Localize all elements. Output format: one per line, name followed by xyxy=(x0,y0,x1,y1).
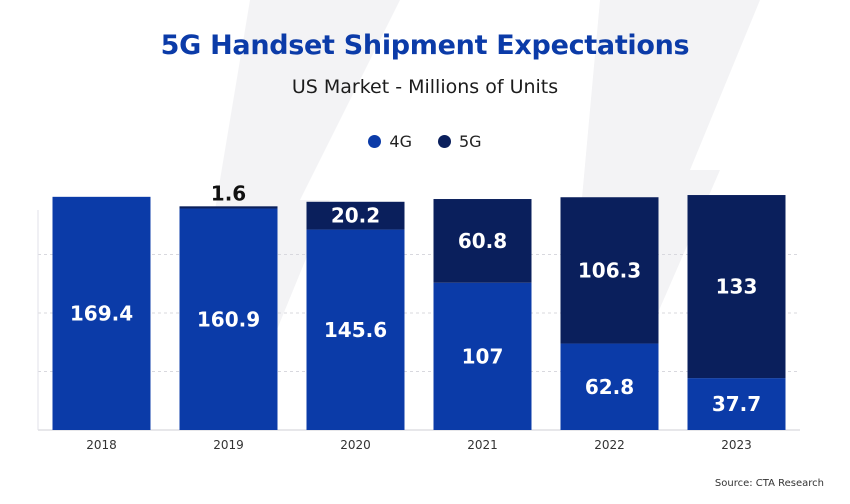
x-tick-label-2020: 2020 xyxy=(340,438,371,452)
source-note: Source: CTA Research xyxy=(714,478,824,489)
x-tick-label-2019: 2019 xyxy=(213,438,244,452)
legend-label-4g: 4G xyxy=(389,132,412,151)
x-tick-label-2018: 2018 xyxy=(86,438,117,452)
bar-5g-2023 xyxy=(687,195,786,379)
data-label-4g-2018: 169.4 xyxy=(70,301,133,325)
data-label-5g-2022: 106.3 xyxy=(578,258,641,282)
data-label-4g-2022: 62.8 xyxy=(585,375,634,399)
bar-5g-2022 xyxy=(560,197,659,344)
legend-item-5g: 5G xyxy=(438,132,482,151)
data-label-5g-2019: 1.6 xyxy=(211,181,246,205)
legend: 4G 5G xyxy=(0,132,850,151)
legend-swatch-5g xyxy=(438,135,451,148)
data-label-4g-2019: 160.9 xyxy=(197,307,260,331)
chart-subtitle: US Market - Millions of Units xyxy=(291,76,559,98)
data-label-5g-2020: 20.2 xyxy=(331,204,380,228)
data-label-5g-2023: 133 xyxy=(716,275,758,299)
legend-swatch-4g xyxy=(368,135,382,148)
bar-5g-2020 xyxy=(306,201,405,230)
data-label-4g-2020: 145.6 xyxy=(324,318,387,342)
bar-5g-2021 xyxy=(433,199,532,283)
chart-title: 5G Handset Shipment Expectations xyxy=(160,30,690,61)
bar-4g-2018 xyxy=(52,196,151,430)
bar-4g-2023 xyxy=(687,378,786,430)
data-label-5g-2021: 60.8 xyxy=(458,229,507,253)
x-tick-label-2021: 2021 xyxy=(467,438,498,452)
data-label-4g-2021: 107 xyxy=(462,344,504,368)
data-label-4g-2023: 37.7 xyxy=(712,392,761,416)
x-tick-label-2022: 2022 xyxy=(594,438,625,452)
bar-4g-2019 xyxy=(179,208,278,430)
bar-4g-2021 xyxy=(433,282,532,430)
bar-4g-2022 xyxy=(560,343,659,430)
legend-item-4g: 4G xyxy=(368,132,412,151)
bar-5g-2019 xyxy=(179,206,278,209)
bar-4g-2020 xyxy=(306,229,405,430)
legend-label-5g: 5G xyxy=(459,132,482,151)
x-tick-label-2023: 2023 xyxy=(721,438,752,452)
